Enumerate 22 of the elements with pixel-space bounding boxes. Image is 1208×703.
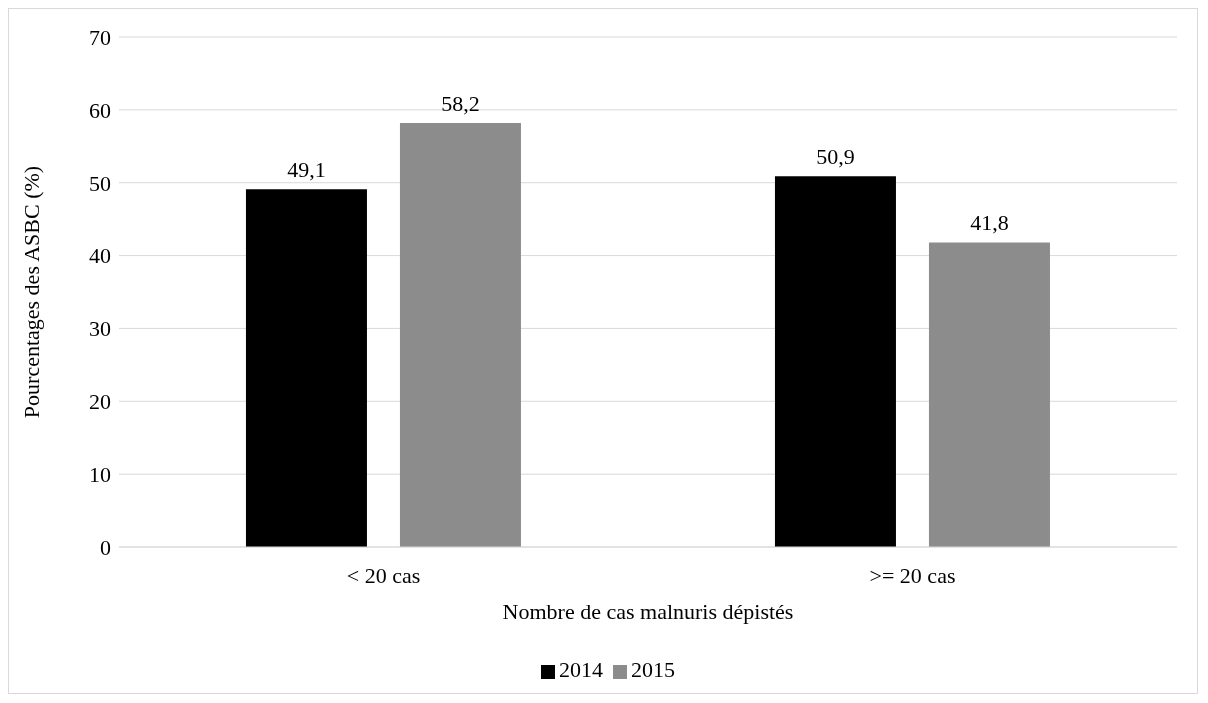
y-tick-label: 60 — [89, 97, 111, 123]
y-axis-title: Pourcentages des ASBC (%) — [18, 165, 44, 419]
bar — [399, 122, 521, 547]
x-axis-title: Nombre de cas malnuris dépistés — [502, 599, 794, 624]
y-tick-label: 10 — [89, 461, 111, 487]
y-tick-label: 30 — [89, 316, 111, 342]
x-tick-label: >= 20 cas — [869, 562, 956, 588]
bar — [245, 189, 367, 547]
data-label: 49,1 — [287, 157, 326, 183]
x-tick-label: < 20 cas — [346, 562, 421, 588]
data-label: 50,9 — [816, 144, 855, 170]
y-tick-label: 50 — [89, 170, 111, 196]
y-tick-label: 20 — [89, 389, 111, 415]
data-label: 41,8 — [970, 210, 1009, 236]
y-tick-label: 0 — [100, 534, 111, 560]
bar — [928, 242, 1050, 547]
y-tick-label: 40 — [89, 243, 111, 269]
y-tick-label: 70 — [89, 24, 111, 50]
data-label: 58,2 — [441, 90, 480, 116]
legend-label: 2014 — [559, 657, 603, 682]
legend-label: 2015 — [631, 657, 675, 682]
bar — [774, 176, 896, 547]
